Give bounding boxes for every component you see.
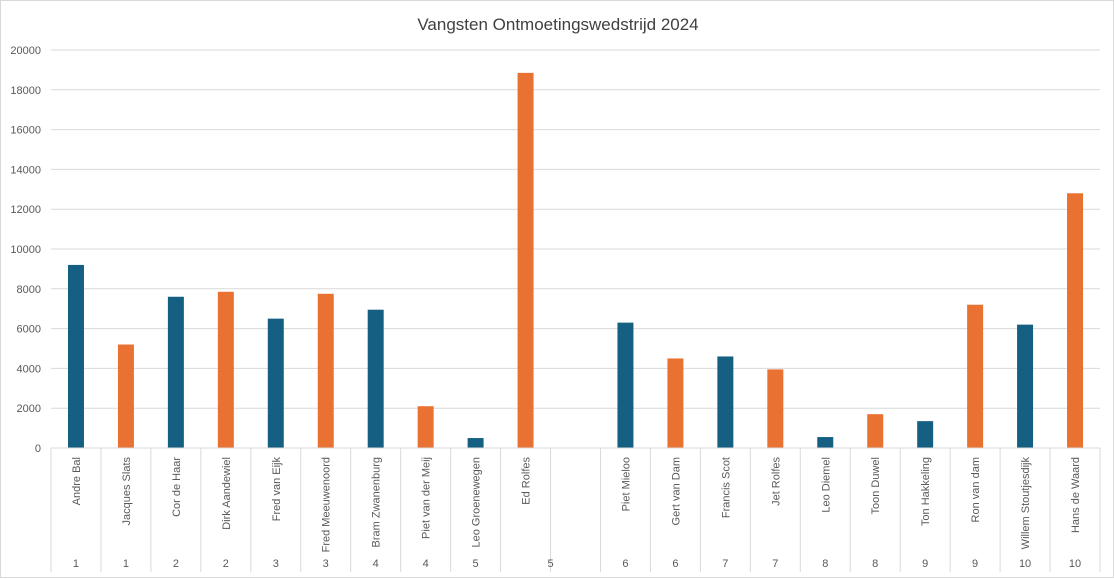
- gridlines: [51, 49, 1100, 449]
- group-label: 7: [722, 558, 728, 570]
- x-tick-label: Willem Stoutjesdijk: [1020, 457, 1032, 550]
- chart-title: Vangsten Ontmoetingswedstrijd 2024: [417, 15, 698, 34]
- x-tick-label: Cor de Haar: [171, 457, 183, 517]
- x-tick-label: Gert van Dam: [670, 457, 682, 525]
- x-tick-label: Francis Scot: [720, 457, 732, 518]
- x-tick-label: Bram Zwanenburg: [371, 457, 383, 548]
- x-tick-label: Ton Hakkeling: [920, 457, 932, 526]
- x-tick-label: Ed Rolfes: [521, 457, 533, 505]
- x-tick-label: Andre Bal: [71, 457, 83, 505]
- x-tick-label: Hans de Waard: [1070, 457, 1082, 533]
- group-label: 10: [1019, 558, 1031, 570]
- bars: [67, 72, 1084, 448]
- group-label: 1: [123, 558, 129, 570]
- group-label: 6: [672, 558, 678, 570]
- bar: [167, 296, 184, 448]
- y-tick-label: 14000: [10, 164, 41, 176]
- bar: [917, 421, 934, 448]
- y-tick-label: 18000: [10, 85, 41, 97]
- bar: [367, 309, 384, 448]
- bar: [717, 356, 734, 448]
- bar: [117, 344, 134, 448]
- x-tick-label: Jacques Slats: [121, 457, 133, 526]
- x-tick-label: Ron van dam: [970, 457, 982, 522]
- bar: [867, 414, 884, 448]
- group-label: 10: [1069, 558, 1081, 570]
- group-label: 3: [323, 558, 329, 570]
- group-label: 1: [73, 558, 79, 570]
- y-tick-label: 6000: [17, 324, 41, 336]
- bar: [517, 72, 534, 448]
- group-label: 8: [822, 558, 828, 570]
- x-tick-label: Fred van Eijk: [271, 457, 283, 522]
- bar: [817, 437, 834, 448]
- y-tick-label: 20000: [10, 45, 41, 57]
- group-label: 7: [772, 558, 778, 570]
- group-label: 2: [173, 558, 179, 570]
- bar: [217, 291, 234, 448]
- bar: [1017, 324, 1034, 448]
- bar: [617, 322, 634, 448]
- y-tick-label: 10000: [10, 244, 41, 256]
- x-tick-label: Leo Groenewegen: [471, 457, 483, 548]
- x-tick-label: Fred Meeuwenoord: [321, 457, 333, 552]
- bar: [467, 438, 484, 448]
- bar: [667, 358, 684, 448]
- bar: [417, 406, 434, 448]
- y-tick-label: 16000: [10, 125, 41, 137]
- group-label: 9: [972, 558, 978, 570]
- bar: [1067, 193, 1084, 448]
- bar: [67, 264, 84, 448]
- group-label: 2: [223, 558, 229, 570]
- group-label: 6: [622, 558, 628, 570]
- x-axis: Andre Bal Jacques Slats Cor de Haar Dirk Aa…: [50, 447, 1101, 572]
- x-tick-label: Jet Rolfes: [770, 457, 782, 506]
- y-axis: 0 2000 4000 6000 8000 10000 12000 14000 16000 180…: [10, 45, 41, 455]
- x-tick-label: Toon Duwel: [870, 457, 882, 514]
- y-tick-label: 4000: [17, 363, 41, 375]
- y-tick-label: 8000: [17, 284, 41, 296]
- group-label: 3: [273, 558, 279, 570]
- bar: [967, 304, 984, 448]
- bar: [317, 293, 334, 448]
- y-tick-label: 0: [35, 443, 41, 455]
- group-label: 5: [547, 558, 553, 570]
- group-label: 5: [473, 558, 479, 570]
- group-label: 8: [872, 558, 878, 570]
- bar: [767, 369, 784, 448]
- group-label: 4: [373, 558, 379, 570]
- y-tick-label: 12000: [10, 204, 41, 216]
- y-tick-label: 2000: [17, 403, 41, 415]
- group-label: 9: [922, 558, 928, 570]
- x-tick-label: Piet van der Meij: [421, 457, 433, 539]
- group-label: 4: [423, 558, 429, 570]
- x-tick-label: Dirk Aandewiel: [221, 457, 233, 530]
- x-tick-label: Leo Diemel: [820, 457, 832, 513]
- x-tick-label: Piet Mieloo: [620, 457, 632, 511]
- bar: [267, 318, 284, 448]
